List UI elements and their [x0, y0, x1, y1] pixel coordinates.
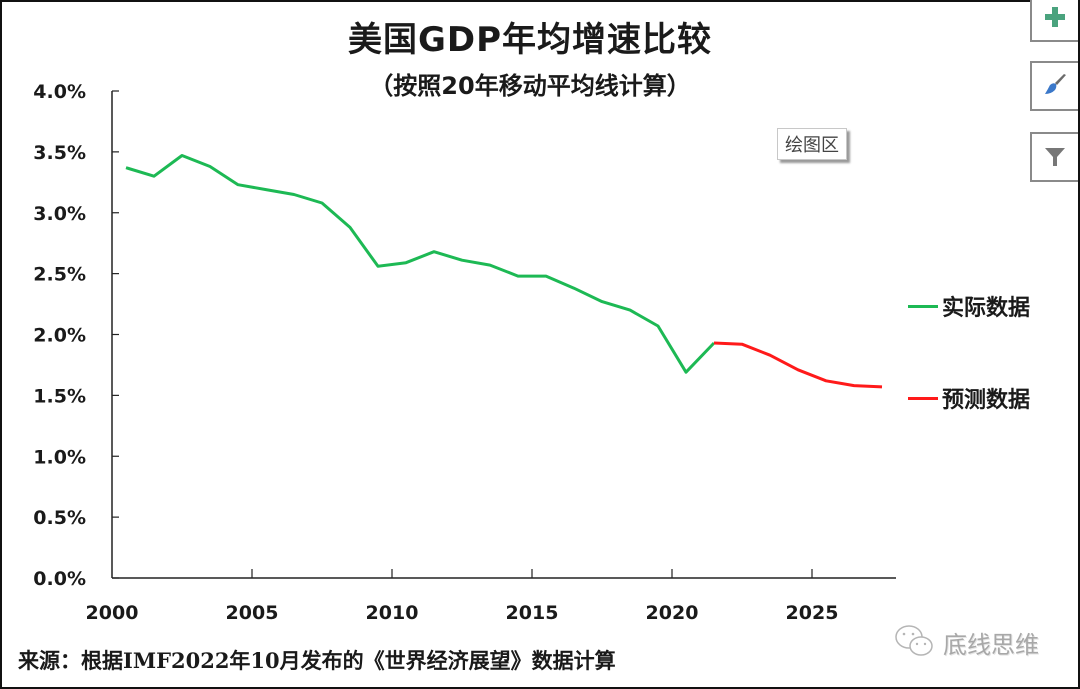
chart-title: 美国GDP年均增速比较 [347, 20, 713, 60]
y-tick-label: 0.0% [33, 568, 86, 590]
y-tick-label: 0.5% [33, 507, 86, 529]
y-tick-label: 2.5% [33, 264, 86, 286]
chart-filters-button[interactable] [1030, 132, 1078, 182]
y-tick-label: 4.0% [33, 81, 86, 103]
x-tick-label: 2025 [786, 602, 839, 624]
x-axis-ticks: 2000 2005 2010 2015 2020 2025 [86, 569, 839, 624]
series-line-forecast [713, 341, 883, 389]
plot-area-tooltip: 绘图区 [777, 128, 847, 160]
axes [111, 91, 896, 579]
legend-item-forecast[interactable]: 预测数据 [908, 382, 1030, 414]
chart-subtitle: （按照20年移动平均线计算） [369, 72, 691, 100]
x-tick-label: 2015 [506, 602, 559, 624]
x-tick-label: 2000 [86, 602, 139, 624]
x-tick-label: 2005 [226, 602, 279, 624]
watermark-text: 底线思维 [943, 630, 1039, 659]
y-tick-label: 1.5% [33, 385, 86, 407]
brush-icon [1045, 74, 1066, 94]
wechat-icon [895, 625, 933, 656]
legend-item-actual[interactable]: 实际数据 [908, 290, 1030, 322]
plus-icon [1045, 7, 1065, 27]
y-axis-ticks: 0.0% 0.5% 1.0% 1.5% 2.0% 2.5% 3.0% 3.5% 4.0% [33, 81, 119, 590]
legend-swatch-forecast [908, 396, 938, 400]
x-tick-label: 2020 [646, 602, 699, 624]
filter-icon [1045, 148, 1065, 166]
y-tick-label: 2.0% [33, 325, 86, 347]
chart-styles-button[interactable] [1030, 61, 1078, 111]
legend-swatch-actual [908, 304, 938, 308]
y-tick-label: 3.5% [33, 142, 86, 164]
watermark: 底线思维 [893, 622, 1039, 662]
series-lines [125, 154, 883, 389]
legend-label-actual: 实际数据 [942, 296, 1031, 321]
source-note: 来源：根据IMF2022年10月发布的《世界经济展望》数据计算 [18, 648, 616, 673]
legend-label-forecast: 预测数据 [942, 388, 1031, 413]
y-tick-label: 1.0% [33, 446, 86, 468]
x-tick-label: 2010 [366, 602, 419, 624]
y-tick-label: 3.0% [33, 203, 86, 225]
chart-elements-button[interactable] [1030, 0, 1078, 42]
series-line-actual [125, 154, 716, 374]
